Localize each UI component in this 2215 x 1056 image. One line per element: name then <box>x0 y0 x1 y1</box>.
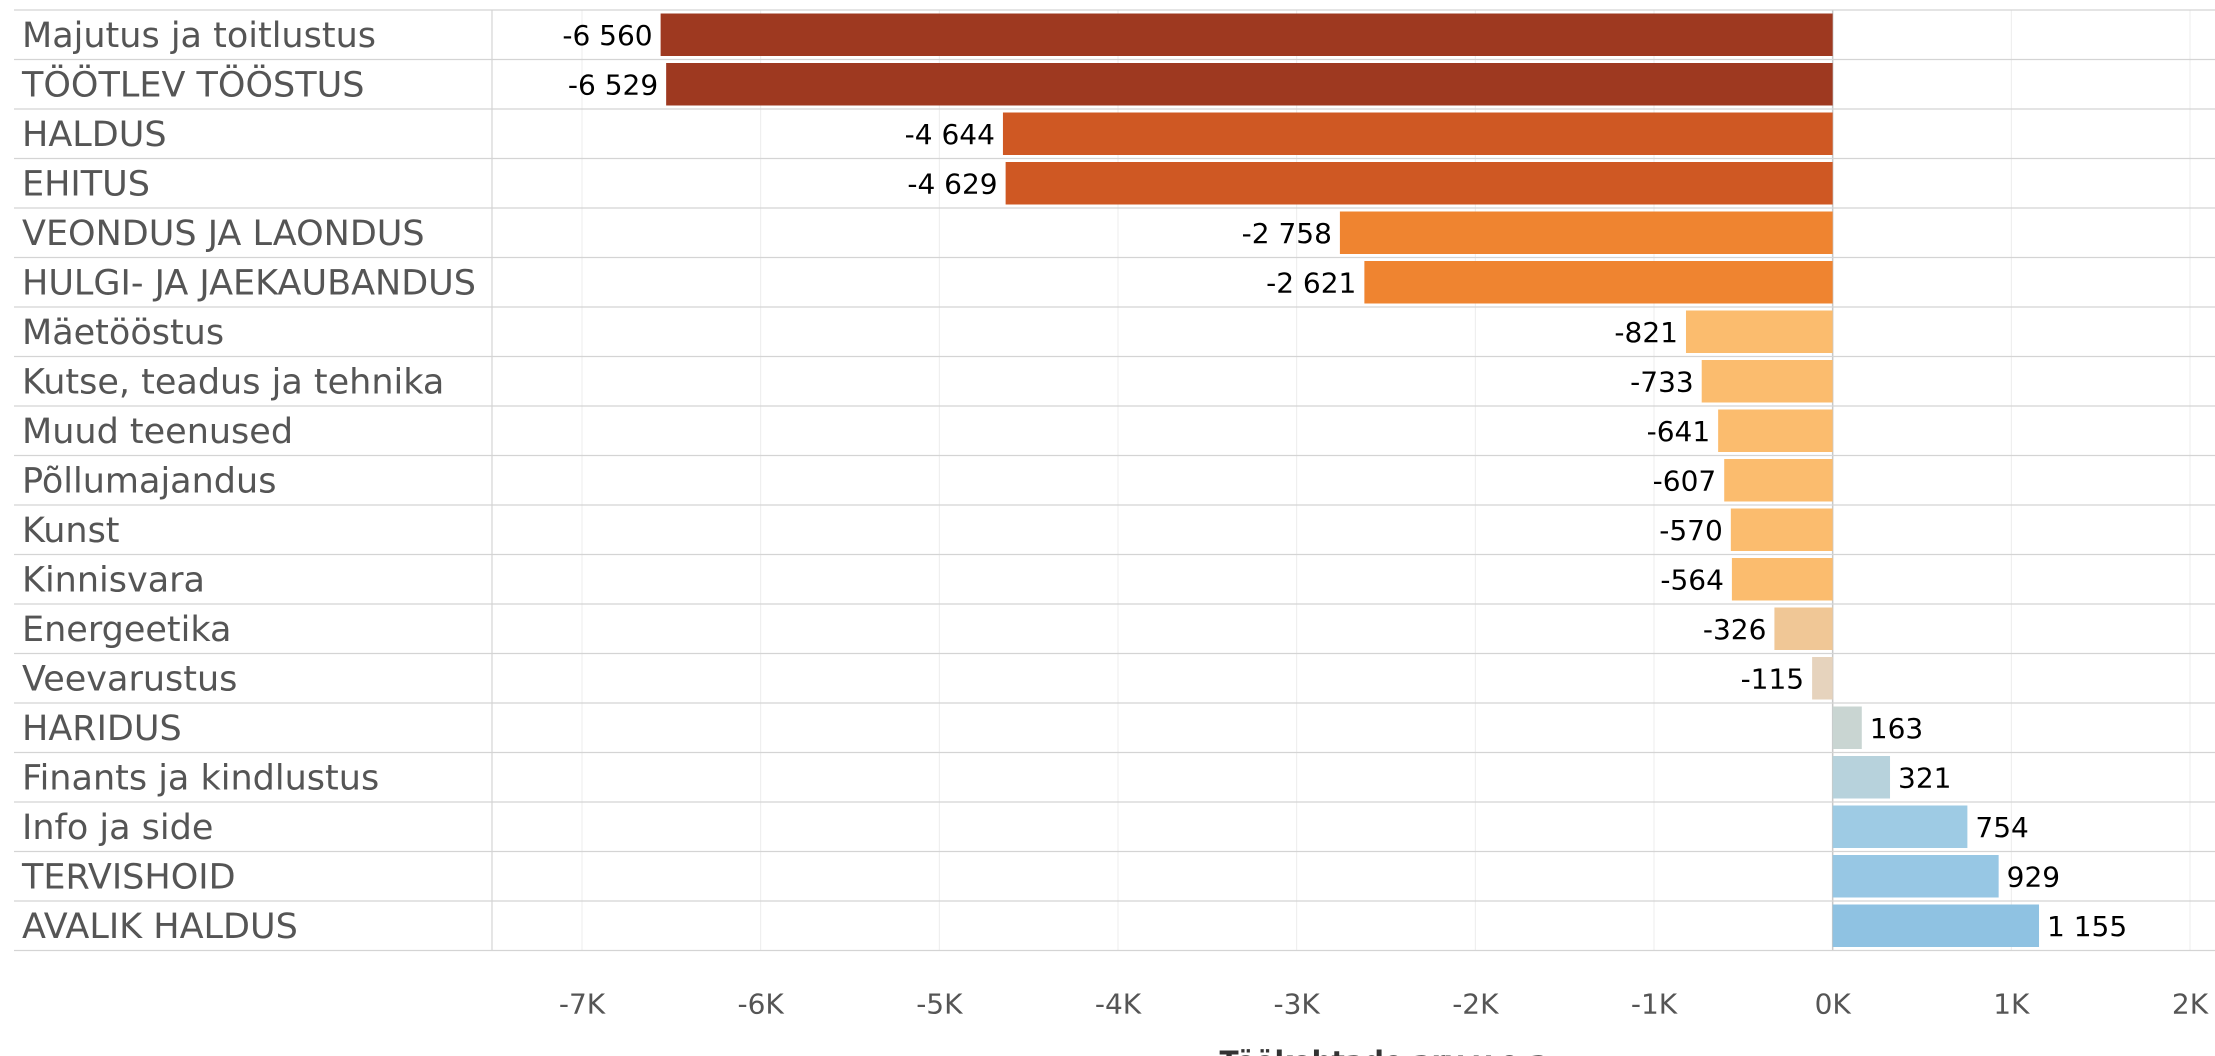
bar-hulgi-ja-jaekaubandus <box>1364 261 1833 304</box>
value-label: -641 <box>1647 415 1711 448</box>
category-label: Kutse, teadus ja tehnika <box>22 362 444 402</box>
bar-maetoostus <box>1685 310 1833 353</box>
value-label: -6 529 <box>568 68 658 101</box>
category-labels: Majutus ja toitlustus TÖÖTLEV TÖÖSTUS HALD… <box>21 16 476 947</box>
category-label: AVALIK HALDUS <box>22 907 298 947</box>
category-label: Veevarustus <box>22 659 237 699</box>
category-label: HULGI- JA JAEKAUBANDUS <box>22 263 476 303</box>
value-label: -2 621 <box>1266 266 1356 299</box>
category-label: Põllumajandus <box>22 461 276 501</box>
bar-haridus <box>1832 706 1862 749</box>
bar-energeetika <box>1774 607 1833 650</box>
value-label: 163 <box>1870 712 1923 745</box>
bar-finants-ja-kindlustus <box>1832 756 1891 799</box>
bar-majutus-ja-toitlustus <box>660 13 1833 56</box>
value-label: -564 <box>1660 563 1724 596</box>
category-label: Finants ja kindlustus <box>22 758 379 798</box>
value-label: -733 <box>1630 365 1694 398</box>
value-label: -821 <box>1614 316 1678 349</box>
category-label: HALDUS <box>22 115 167 155</box>
category-label: TÖÖTLEV TÖÖSTUS <box>21 63 364 105</box>
bar-ehitus <box>1005 162 1833 205</box>
x-tick-label: 1K <box>1993 988 2030 1021</box>
category-label: Kunst <box>22 511 120 551</box>
bar-veevarustus <box>1812 657 1833 700</box>
category-label: Info ja side <box>22 808 213 848</box>
bar-kunst <box>1730 508 1833 551</box>
bar-pollumajandus <box>1724 459 1833 502</box>
x-tick-label: 2K <box>2172 988 2209 1021</box>
row-separators <box>14 9 2215 952</box>
x-tick-label: -1K <box>1631 988 1678 1021</box>
x-tick-label: -6K <box>738 988 785 1021</box>
category-label: Muud teenused <box>22 412 293 452</box>
value-label: -115 <box>1741 662 1805 695</box>
category-label: HARIDUS <box>22 709 182 749</box>
category-label: VEONDUS JA LAONDUS <box>22 214 425 254</box>
x-tick-labels: -7K -6K -5K -4K -3K -2K -1K 0K 1K 2K <box>559 988 2209 1021</box>
x-tick-label: -3K <box>1274 988 1321 1021</box>
bars <box>660 13 2040 947</box>
x-tick-label: 0K <box>1815 988 1852 1021</box>
value-label: -4 644 <box>905 118 995 151</box>
x-axis-title: Töökohtade arv v.e.a <box>1220 1045 1549 1056</box>
value-label: -6 560 <box>562 19 652 52</box>
value-label: -570 <box>1659 514 1723 547</box>
x-tick-label: -4K <box>1095 988 1142 1021</box>
bar-veondus-ja-laondus <box>1339 211 1833 254</box>
value-label: -4 629 <box>907 167 997 200</box>
bar-kinnisvara <box>1731 558 1833 601</box>
category-label: Energeetika <box>22 610 231 650</box>
x-tick-label: -5K <box>916 988 963 1021</box>
bar-tootlev-toostus <box>666 63 1833 106</box>
category-label: TERVISHOID <box>21 857 236 897</box>
value-label: 929 <box>2007 860 2060 893</box>
bar-muud-teenused <box>1718 409 1833 452</box>
bar-tervishoid <box>1832 855 1999 898</box>
category-label: EHITUS <box>22 164 150 204</box>
x-tick-label: -2K <box>1452 988 1499 1021</box>
value-label: -326 <box>1703 613 1767 646</box>
value-labels: -6 560 -6 529 -4 644 -4 629 -2 758 -2 621 -821… <box>562 19 2127 943</box>
x-tick-label: -7K <box>559 988 606 1021</box>
category-label: Majutus ja toitlustus <box>22 16 376 56</box>
category-label: Mäetööstus <box>22 313 224 353</box>
value-label: 754 <box>1975 811 2028 844</box>
bar-haldus <box>1002 112 1833 155</box>
category-label: Kinnisvara <box>22 560 205 600</box>
value-label: -607 <box>1653 464 1717 497</box>
value-label: 321 <box>1898 761 1951 794</box>
bar-kutse-teadus-ja-tehnika <box>1701 360 1833 403</box>
value-label: 1 155 <box>2047 910 2127 943</box>
bar-avalik-haldus <box>1832 904 2040 947</box>
bar-info-ja-side <box>1832 805 1968 848</box>
value-label: -2 758 <box>1242 217 1332 250</box>
